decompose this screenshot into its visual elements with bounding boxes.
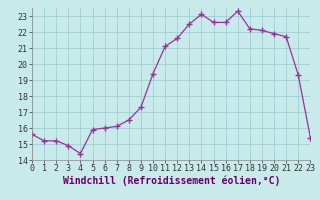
X-axis label: Windchill (Refroidissement éolien,°C): Windchill (Refroidissement éolien,°C) bbox=[62, 176, 280, 186]
